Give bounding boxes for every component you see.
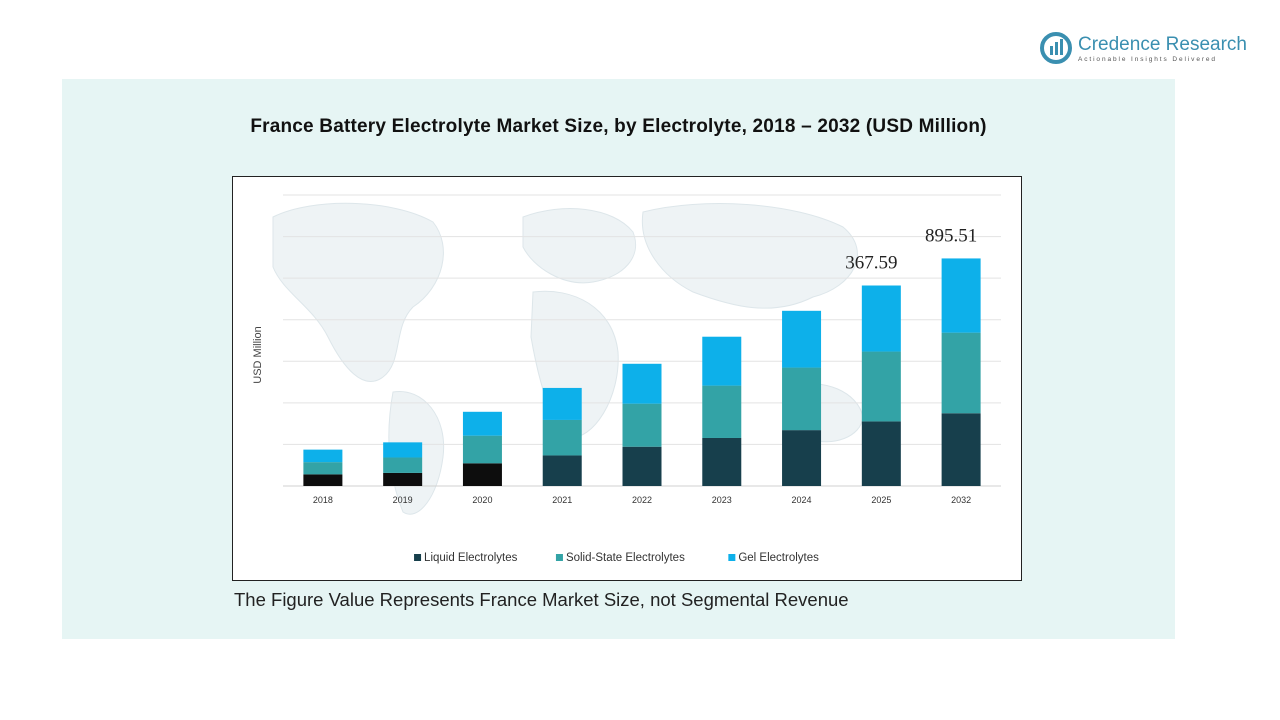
bar-annotations: 367.59 895.51	[845, 225, 977, 273]
x-tick-label: 2025	[871, 495, 891, 505]
legend-label: Gel Electrolytes	[738, 552, 819, 564]
bar-gel-electrolytes2019	[383, 442, 423, 458]
brand-logo: Credence Research Actionable Insights De…	[1040, 30, 1260, 70]
bar-gel-electrolytes2020	[462, 411, 502, 436]
footnote: The Figure Value Represents France Marke…	[234, 589, 849, 610]
bar-liquid-electrolytes2021	[542, 455, 582, 486]
credence-logo-icon	[1040, 32, 1072, 64]
bar-gel-electrolytes2024	[782, 310, 822, 368]
bars	[303, 258, 981, 486]
bar-gel-electrolytes2032	[941, 258, 981, 333]
annotation-label: 895.51	[925, 225, 977, 246]
bar-liquid-electrolytes2025	[861, 421, 901, 486]
x-tick-labels: 2018 2019 2020 2021 2022 2023 2024 2025 2032	[313, 495, 971, 505]
legend-label: Solid-State Electrolytes	[566, 552, 685, 564]
x-tick-label: 2023	[712, 495, 732, 505]
x-tick-label: 2022	[632, 495, 652, 505]
bar-solid-state-electrolytes2021	[542, 419, 582, 456]
bar-solid-state-electrolytes2032	[941, 332, 981, 414]
bar-liquid-electrolytes2020	[462, 463, 502, 486]
bar-solid-state-electrolytes2019	[383, 457, 423, 473]
y-axis-label: USD Million	[252, 326, 264, 383]
bar-gel-electrolytes2022	[622, 363, 662, 404]
bar-liquid-electrolytes2022	[622, 446, 662, 486]
legend-swatch	[414, 554, 422, 561]
chart-area: 2018 2019 2020 2021 2022 2023 2024 2025 2032 367…	[232, 176, 1022, 581]
x-tick-label: 2019	[393, 495, 413, 505]
bar-solid-state-electrolytes2020	[462, 435, 502, 464]
bar-solid-state-electrolytes2018	[303, 462, 343, 475]
bar-liquid-electrolytes2018	[303, 474, 343, 486]
chart-panel: France Battery Electrolyte Market Size, …	[62, 79, 1175, 639]
bar-gel-electrolytes2025	[861, 285, 901, 352]
bar-liquid-electrolytes2032	[941, 413, 981, 486]
x-tick-label: 2018	[313, 495, 333, 505]
chart-title: France Battery Electrolyte Market Size, …	[250, 116, 987, 137]
annotation-label: 367.59	[845, 253, 897, 274]
bar-solid-state-electrolytes2022	[622, 403, 662, 447]
x-tick-label: 2024	[792, 495, 812, 505]
bar-solid-state-electrolytes2025	[861, 351, 901, 422]
bar-liquid-electrolytes2019	[383, 472, 423, 486]
legend-swatch	[555, 554, 563, 561]
bar-gel-electrolytes2018	[303, 449, 343, 463]
legend: Liquid Electrolytes Solid-State Electroly…	[414, 552, 819, 564]
chart-svg: 2018 2019 2020 2021 2022 2023 2024 2025 2032 367…	[252, 194, 1001, 564]
bar-gel-electrolytes2021	[542, 387, 582, 420]
bar-liquid-electrolytes2023	[702, 437, 742, 486]
legend-swatch	[728, 554, 736, 561]
bar-solid-state-electrolytes2024	[782, 367, 822, 431]
bar-solid-state-electrolytes2023	[702, 385, 742, 438]
bar-liquid-electrolytes2024	[782, 430, 822, 486]
bar-gel-electrolytes2023	[702, 336, 742, 386]
legend-label: Liquid Electrolytes	[424, 552, 518, 564]
x-tick-label: 2032	[951, 495, 971, 505]
x-tick-label: 2020	[472, 495, 492, 505]
brand-tagline: Actionable Insights Delivered	[1078, 56, 1217, 63]
brand-name: Credence Research	[1078, 34, 1247, 55]
x-tick-label: 2021	[552, 495, 572, 505]
